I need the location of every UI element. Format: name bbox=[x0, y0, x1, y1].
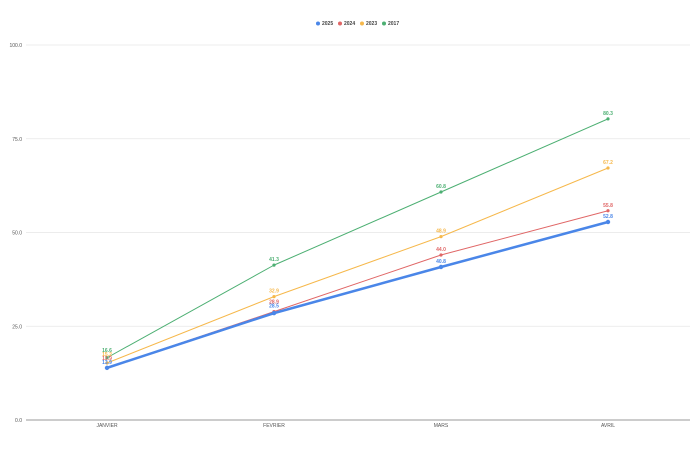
data-point bbox=[105, 356, 109, 360]
grid bbox=[26, 44, 690, 421]
data-point bbox=[439, 235, 443, 239]
data-point bbox=[272, 295, 276, 299]
data-label: 13.9 bbox=[102, 356, 112, 362]
data-point bbox=[272, 263, 276, 267]
data-point bbox=[104, 365, 110, 371]
data-label: 60.8 bbox=[436, 184, 446, 190]
legend-label: 2023 bbox=[366, 21, 377, 27]
legend-marker bbox=[360, 21, 364, 26]
x-tick-label: AVRIL bbox=[601, 423, 615, 429]
data-point bbox=[271, 310, 277, 316]
data-labels: 13.9 28.5 40.8 52.8 13.9 28.9 44.0 55.8 15.2 32.9… bbox=[102, 111, 613, 366]
legend-marker bbox=[316, 21, 320, 26]
series-line-2017 bbox=[106, 118, 609, 359]
legend-marker bbox=[338, 21, 342, 26]
x-tick-label: MARS bbox=[434, 423, 449, 429]
data-label: 41.3 bbox=[269, 257, 279, 263]
y-tick-label: 100.0 bbox=[9, 43, 22, 49]
y-tick-label: 75.0 bbox=[12, 137, 22, 143]
legend-label: 2024 bbox=[344, 21, 355, 27]
data-point bbox=[439, 253, 443, 257]
legend-label: 2025 bbox=[322, 21, 333, 27]
data-point bbox=[105, 361, 109, 365]
series-group bbox=[104, 117, 611, 371]
y-tick-label: 0.0 bbox=[15, 418, 22, 424]
x-tick-label: FEVRIER bbox=[263, 423, 285, 429]
axes: 0.0 25.0 50.0 75.0 100.0 JANVIER FEVRIER MARS AV… bbox=[9, 43, 615, 429]
legend-marker bbox=[382, 21, 386, 26]
data-label: 15.2 bbox=[102, 352, 112, 358]
data-label: 55.8 bbox=[603, 203, 613, 209]
data-label: 48.9 bbox=[436, 229, 446, 235]
data-label: 28.9 bbox=[269, 300, 279, 306]
y-tick-label: 50.0 bbox=[12, 231, 22, 237]
data-label: 67.2 bbox=[603, 160, 613, 166]
data-point bbox=[606, 209, 610, 213]
x-tick-label: JANVIER bbox=[96, 423, 118, 429]
data-point bbox=[438, 264, 444, 270]
series-line-2023 bbox=[106, 167, 609, 364]
data-label: 52.8 bbox=[603, 214, 613, 220]
data-point bbox=[606, 166, 610, 170]
legend: 2025 2024 2023 2017 bbox=[316, 21, 399, 27]
data-point bbox=[605, 219, 611, 225]
data-label: 13.9 bbox=[102, 360, 112, 366]
data-label: 44.0 bbox=[436, 247, 446, 253]
y-tick-label: 25.0 bbox=[12, 324, 22, 330]
data-point bbox=[439, 190, 443, 194]
legend-label: 2017 bbox=[388, 21, 399, 27]
data-point bbox=[606, 117, 610, 121]
data-label: 16.6 bbox=[102, 348, 112, 354]
data-label: 32.9 bbox=[269, 289, 279, 295]
data-label: 80.3 bbox=[603, 111, 613, 117]
data-label: 40.8 bbox=[436, 259, 446, 265]
data-label: 28.5 bbox=[269, 304, 279, 310]
series-line-2025 bbox=[106, 220, 609, 370]
